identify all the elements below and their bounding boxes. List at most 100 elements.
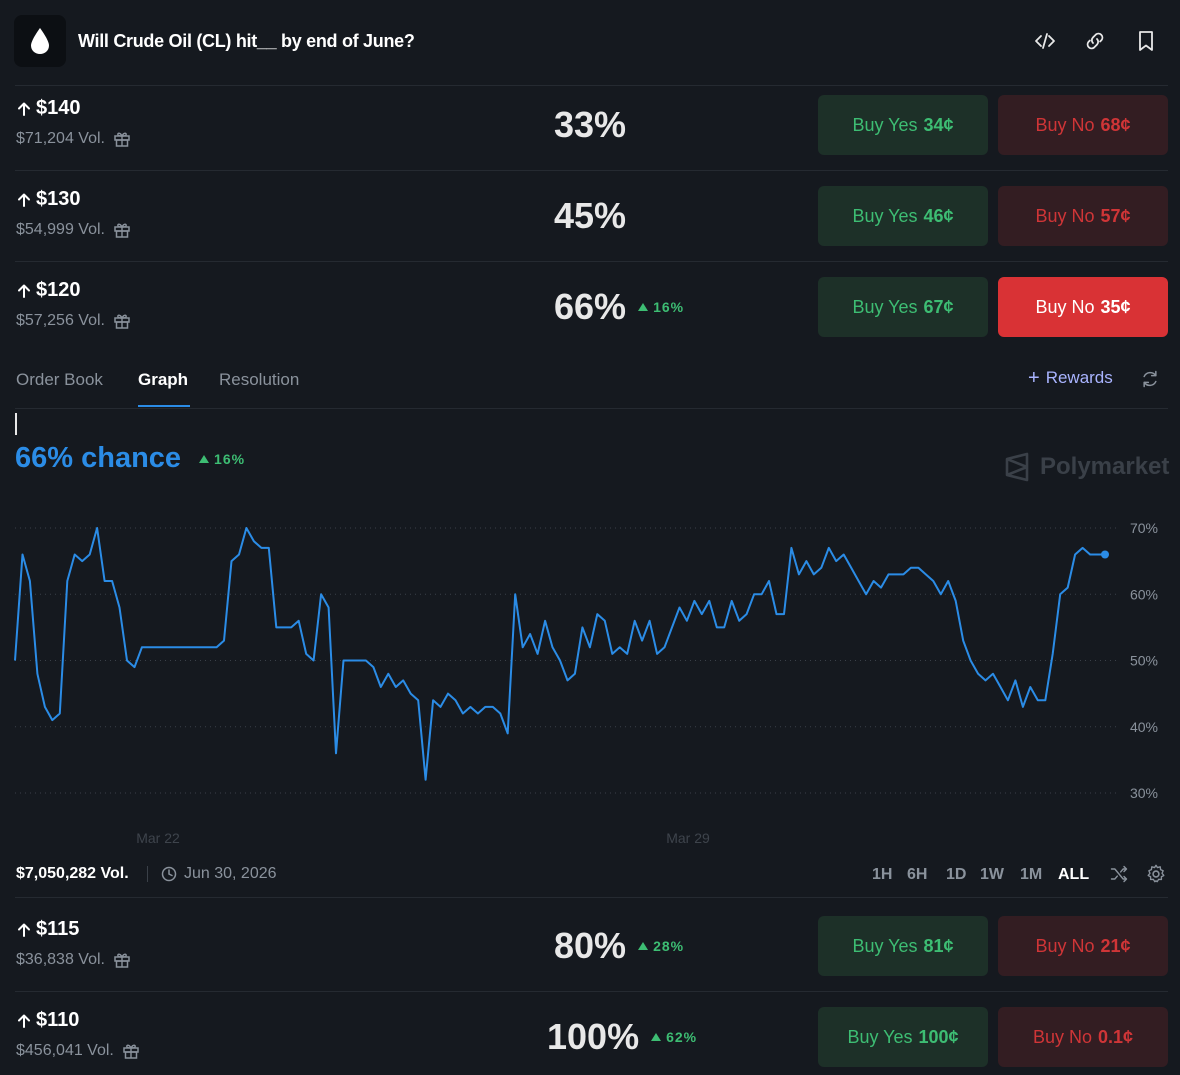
buy-no-label: Buy No (1032, 1026, 1092, 1047)
range-6h-button[interactable]: 6H (907, 866, 928, 883)
buy-no-price: 35¢ (1100, 296, 1131, 317)
range-1w-button[interactable]: 1W (980, 866, 1004, 883)
x-tick-label: Mar 22 (136, 830, 180, 846)
buy-yes-button[interactable]: Buy Yes 34¢ (818, 95, 988, 155)
strike-price-text: $110 (36, 1009, 80, 1031)
market-chance: 80% 28% (554, 924, 684, 968)
buy-no-button[interactable]: Buy No 57¢ (998, 186, 1168, 246)
arrow-up-icon (18, 102, 30, 116)
series-end-point (1101, 550, 1109, 559)
buy-yes-price: 46¢ (923, 205, 954, 226)
gift-icon (114, 953, 130, 968)
buy-yes-button[interactable]: Buy Yes 46¢ (818, 186, 988, 246)
market-volume: $36,838 Vol. (16, 951, 131, 969)
market-row: $110 $456,041 Vol. 100% 62% Buy Yes 100¢ Buy N… (0, 1001, 1180, 1075)
market-chance-change-value: 28% (653, 938, 685, 954)
refresh-icon (1143, 370, 1157, 388)
chart-footer: $7,050,282 Vol. Jun 30, 2026 1H 6H 1D 1W 1M A… (0, 856, 1180, 896)
market-chance-change-value: 62% (666, 1029, 698, 1045)
triangle-up-icon (638, 303, 649, 311)
buy-yes-label: Buy Yes (852, 114, 918, 135)
buy-yes-label: Buy Yes (847, 1026, 913, 1047)
rewards-button[interactable]: + Rewards (1028, 368, 1113, 388)
buy-no-price: 57¢ (1100, 205, 1131, 226)
buy-no-button[interactable]: Buy No 0.1¢ (998, 1007, 1168, 1067)
triangle-up-icon (199, 454, 210, 463)
gift-icon (123, 1044, 139, 1059)
series-line (14, 527, 1105, 781)
embed-code-button[interactable] (1032, 28, 1058, 54)
buy-yes-label: Buy Yes (852, 205, 918, 226)
bookmark-button[interactable] (1133, 28, 1159, 54)
buy-no-button[interactable]: Buy No 35¢ (998, 277, 1168, 337)
range-1m-button[interactable]: 1M (1020, 866, 1043, 883)
gift-icon-wrapper[interactable] (113, 951, 131, 969)
chart-tabs: Order Book Graph Resolution + Rewards (0, 358, 1180, 408)
market-chance-change: 28% (638, 938, 684, 954)
strike-price-text: $120 (36, 279, 81, 301)
chance-text: 66% chance (15, 442, 182, 474)
bookmark-icon (1139, 31, 1153, 51)
market-chance-value: 80% (554, 925, 627, 966)
buy-yes-price: 100¢ (918, 1026, 959, 1047)
y-tick-label: 70% (1130, 520, 1158, 536)
arrow-up-icon (18, 1014, 30, 1028)
market-volume: $456,041 Vol. (16, 1042, 140, 1060)
current-chance: 66% chance 16% (15, 442, 245, 475)
buy-no-label: Buy No (1035, 935, 1095, 956)
market-volume-text: $57,256 Vol. (16, 312, 105, 329)
arrow-up-icon (18, 284, 30, 298)
refresh-button[interactable] (1140, 369, 1162, 391)
range-1d-button[interactable]: 1D (946, 866, 967, 883)
end-date: Jun 30, 2026 (161, 865, 277, 883)
market-volume: $57,256 Vol. (16, 312, 131, 330)
end-date-text: Jun 30, 2026 (184, 865, 277, 882)
gift-icon-wrapper[interactable] (122, 1042, 140, 1060)
gift-icon-wrapper[interactable] (113, 312, 131, 330)
divider (15, 897, 1168, 898)
total-volume: $7,050,282 Vol. (16, 865, 129, 882)
market-volume-text: $456,041 Vol. (16, 1042, 114, 1059)
oil-drop-icon (31, 28, 49, 54)
copy-link-button[interactable] (1082, 28, 1108, 54)
market-row: $130 $54,999 Vol. 45% Buy Yes 46¢ Buy No 57¢ (0, 180, 1180, 271)
market-row: $140 $71,204 Vol. 33% Buy Yes 34¢ Buy No 68¢ (0, 89, 1180, 180)
shuffle-button[interactable] (1107, 862, 1131, 886)
strike-price: $130 (16, 188, 81, 211)
gift-icon (114, 132, 130, 147)
oil-drop-logo (14, 15, 66, 67)
price-chart[interactable]: 70% 60% 50% 40% 30% Mar 22 Mar 29 (0, 500, 1180, 856)
buy-yes-button[interactable]: Buy Yes 100¢ (818, 1007, 988, 1067)
settings-button[interactable] (1144, 862, 1168, 886)
gift-icon-wrapper[interactable] (113, 221, 131, 239)
text-cursor (15, 413, 17, 435)
buy-yes-label: Buy Yes (852, 296, 918, 317)
strike-price-text: $115 (36, 918, 80, 940)
market-chance: 33% (554, 103, 626, 147)
buy-no-button[interactable]: Buy No 21¢ (998, 916, 1168, 976)
buy-yes-price: 67¢ (923, 296, 954, 317)
rewards-label: Rewards (1045, 368, 1113, 387)
polymarket-logo-icon (1005, 452, 1029, 482)
chance-change: 16% (199, 451, 245, 467)
buy-no-label: Buy No (1035, 205, 1095, 226)
gift-icon (114, 314, 130, 329)
plus-icon: + (1028, 366, 1040, 389)
market-chance-value: 45% (554, 195, 627, 236)
buy-yes-button[interactable]: Buy Yes 81¢ (818, 916, 988, 976)
buy-yes-button[interactable]: Buy Yes 67¢ (818, 277, 988, 337)
market-chance: 100% 62% (547, 1015, 697, 1059)
buy-no-button[interactable]: Buy No 68¢ (998, 95, 1168, 155)
range-all-button[interactable]: ALL (1058, 866, 1090, 883)
buy-yes-price: 81¢ (923, 935, 954, 956)
strike-price: $115 (16, 918, 79, 941)
strike-price: $140 (16, 97, 81, 120)
divider (15, 85, 1168, 86)
gift-icon-wrapper[interactable] (113, 130, 131, 148)
tab-graph[interactable]: Graph (138, 370, 189, 389)
market-chance: 66% 16% (554, 285, 684, 329)
tab-order-book[interactable]: Order Book (16, 370, 103, 389)
shuffle-icon (1110, 865, 1128, 883)
range-1h-button[interactable]: 1H (872, 866, 893, 883)
tab-resolution[interactable]: Resolution (219, 370, 300, 389)
